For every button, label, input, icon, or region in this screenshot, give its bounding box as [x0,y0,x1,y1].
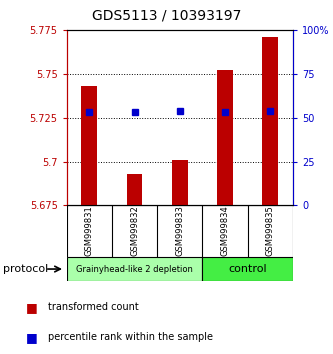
Text: transformed count: transformed count [48,302,139,312]
Text: GSM999831: GSM999831 [85,206,94,256]
Text: ■: ■ [26,331,38,344]
Text: ■: ■ [26,301,38,314]
Text: protocol: protocol [3,264,49,274]
Text: GSM999833: GSM999833 [175,206,184,256]
Text: GSM999834: GSM999834 [220,206,230,256]
Text: GSM999832: GSM999832 [130,206,139,256]
Text: GSM999835: GSM999835 [266,206,275,256]
Bar [172,160,188,205]
Text: control: control [228,264,267,274]
Text: Grainyhead-like 2 depletion: Grainyhead-like 2 depletion [76,264,193,274]
Bar [202,257,293,281]
Bar [217,70,233,205]
Bar [262,37,278,205]
Bar [67,257,202,281]
Bar [81,86,97,205]
Text: percentile rank within the sample: percentile rank within the sample [48,332,213,342]
Text: GDS5113 / 10393197: GDS5113 / 10393197 [92,9,241,23]
Bar [127,174,143,205]
